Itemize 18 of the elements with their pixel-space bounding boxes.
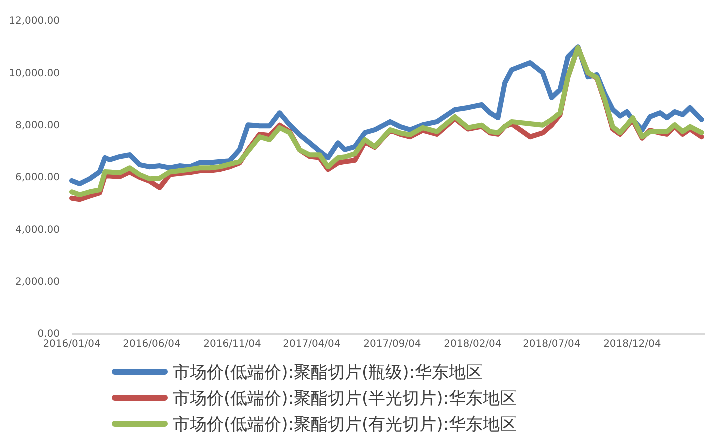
- x-tick-label: 2016/01/04: [43, 339, 101, 350]
- y-tick-label: 4,000.00: [15, 224, 60, 236]
- x-tick-label: 2017/09/04: [364, 339, 422, 350]
- y-tick-label: 0.00: [38, 329, 60, 340]
- y-tick-label: 12,000.00: [9, 16, 60, 28]
- y-tick-label: 2,000.00: [15, 277, 60, 288]
- y-tick-label: 8,000.00: [15, 120, 60, 132]
- legend-label: 市场价(低端价):聚酯切片(半光切片):华东地区: [173, 388, 517, 409]
- x-tick-label: 2016/11/04: [204, 339, 262, 350]
- y-tick-label: 6,000.00: [15, 172, 60, 184]
- x-tick-label: 2017/04/04: [283, 339, 341, 350]
- x-tick-label: 2018/02/04: [444, 339, 502, 350]
- x-tick-label: 2018/12/04: [604, 339, 662, 350]
- y-tick-label: 10,000.00: [9, 68, 60, 80]
- x-tick-label: 2018/07/04: [523, 339, 581, 350]
- x-tick-label: 2016/06/04: [123, 339, 181, 350]
- legend-label: 市场价(低端价):聚酯切片(有光切片):华东地区: [173, 414, 517, 435]
- legend-label: 市场价(低端价):聚酯切片(瓶级):华东地区: [173, 362, 483, 383]
